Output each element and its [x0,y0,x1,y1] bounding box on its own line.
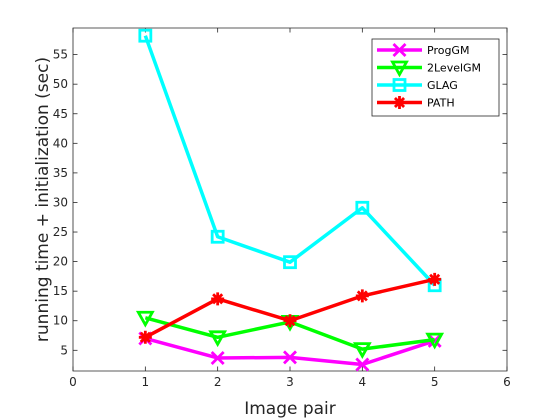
legend-marker-proggm [392,43,407,57]
data-point-path [428,272,442,286]
x-tick-label: 4 [359,375,367,389]
y-tick-label: 35 [53,166,68,180]
data-point-glag [210,229,225,244]
x-tick-label: 2 [214,375,222,389]
legend-marker-path [393,96,406,109]
x-tick-label: 6 [503,375,511,389]
legend-label-proggm: ProgGM [427,44,469,57]
data-point-path [138,330,152,344]
data-point-2levelgm [425,332,445,350]
legend-label-2levelgm: 2LevelGM [427,62,481,75]
x-tick-label: 0 [69,375,77,389]
legend-entry-2levelgm: 2LevelGM [377,60,481,78]
legend-label-glag: GLAG [427,79,458,92]
data-point-proggm [210,351,225,365]
y-tick-label: 40 [53,136,68,150]
series-path [138,272,442,344]
legend-marker-2levelgm [390,60,409,78]
x-tick-label: 5 [431,375,439,389]
legend-label-path: PATH [427,97,455,110]
x-axis-label: Image pair [244,399,336,419]
y-tick-label: 20 [53,255,68,269]
y-tick-label: 50 [53,77,68,91]
data-point-2levelgm [352,342,372,359]
y-tick-label: 30 [53,195,68,209]
y-tick-label: 10 [53,314,68,328]
y-tick-label: 45 [53,107,68,121]
data-point-path [355,289,369,303]
y-tick-label: 25 [53,225,68,239]
data-point-proggm [283,350,297,365]
legend-marker-glag [392,78,407,92]
legend-entry-glag: GLAG [377,78,458,92]
data-point-glag [283,255,297,270]
data-point-path [283,314,297,328]
y-tick-label: 55 [53,48,68,62]
data-point-glag [355,200,370,215]
data-point-2levelgm [208,330,228,348]
series-line-glag [143,35,436,287]
y-axis-label: running time + initialization (sec) [33,57,53,342]
y-tick-label: 5 [60,343,68,357]
y-tick-label: 15 [53,284,68,298]
legend-entry-proggm: ProgGM [377,43,469,57]
data-point-proggm [355,357,370,372]
x-tick-label: 3 [286,375,294,389]
data-point-2levelgm [135,310,155,328]
legend: ProgGM 2LevelGM GLAG PATH [371,38,500,117]
series-layer [135,28,445,372]
data-point-path [211,292,225,306]
x-tick-label: 1 [142,375,150,389]
legend-entry-path: PATH [377,96,455,110]
legend-box [371,38,500,117]
data-point-glag [138,28,153,43]
